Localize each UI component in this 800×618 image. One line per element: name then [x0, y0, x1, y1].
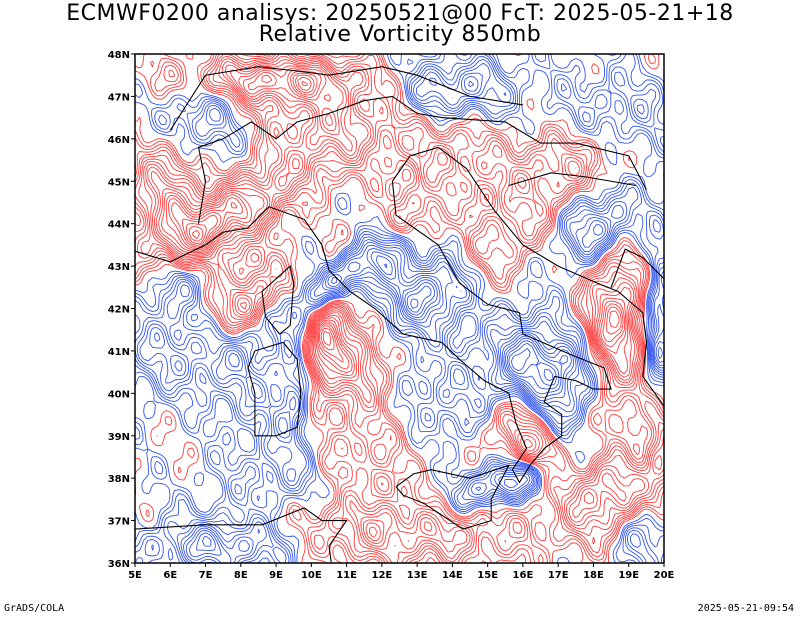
coastline-segment	[395, 464, 510, 530]
lat-tick-label: 43N	[108, 262, 130, 273]
lat-tick-label: 38N	[108, 474, 130, 485]
coastline-segment	[197, 95, 442, 224]
positive-vorticity-contour	[135, 54, 664, 563]
positive-vorticity-contour	[135, 54, 664, 563]
lon-tick-label: 20E	[654, 570, 675, 581]
positive-vorticity-contour	[143, 55, 664, 553]
negative-vorticity-contour	[154, 75, 664, 563]
lat-tick-label: 47N	[108, 92, 130, 103]
negative-vorticity-contour	[135, 54, 664, 563]
coastline-segment	[261, 265, 295, 335]
coastline-segment	[135, 507, 348, 563]
lat-tick-label: 46N	[108, 135, 130, 146]
lon-tick-label: 9E	[269, 570, 283, 581]
lon-tick-label: 7E	[199, 570, 213, 581]
vorticity-contour-field	[135, 54, 664, 563]
positive-vorticity-contour	[165, 70, 624, 370]
lon-tick-label: 10E	[301, 570, 322, 581]
positive-vorticity-contour	[135, 54, 664, 563]
negative-vorticity-contour	[135, 56, 664, 563]
positive-vorticity-contour	[135, 54, 664, 563]
negative-vorticity-contour	[188, 80, 664, 558]
lon-tick-label: 8E	[234, 570, 248, 581]
coastline-segment	[441, 117, 647, 190]
render-timestamp: 2025-05-21-09:54	[697, 603, 794, 614]
lat-tick-label: 45N	[108, 177, 130, 188]
lon-tick-label: 13E	[407, 570, 428, 581]
map-title-line1: ECMWF0200 analisys: 20250521@00 FcT: 202…	[66, 1, 734, 26]
positive-vorticity-contour	[185, 80, 308, 245]
lat-tick-label: 41N	[108, 347, 130, 358]
coastline-segment	[247, 341, 302, 437]
positive-vorticity-contour	[188, 226, 204, 242]
lon-tick-label: 12E	[371, 570, 392, 581]
lat-tick-label: 44N	[108, 220, 130, 231]
positive-vorticity-contour	[160, 69, 626, 374]
positive-vorticity-contour	[191, 229, 200, 240]
lat-tick-label: 37N	[108, 517, 130, 528]
negative-vorticity-contour	[196, 251, 663, 552]
lon-tick-label: 5E	[128, 570, 142, 581]
latitude-axis: 36N 37N 38N 39N 40N 41N 42N 43N 44N 45N 46N 47N 48N	[108, 50, 135, 570]
positive-vorticity-contour	[145, 58, 663, 547]
coastline-segment	[135, 231, 224, 263]
grads-credit: GrADS/COLA	[4, 603, 65, 614]
lat-tick-label: 39N	[108, 432, 130, 443]
negative-vorticity-contour	[136, 58, 664, 563]
lat-tick-label: 42N	[108, 305, 130, 316]
positive-vorticity-contour	[135, 54, 664, 563]
positive-vorticity-contour	[168, 72, 622, 363]
positive-vorticity-contour	[170, 74, 620, 351]
lat-tick-label: 40N	[108, 389, 130, 400]
negative-vorticity-contour	[135, 54, 664, 563]
coastline-segment	[223, 146, 612, 484]
negative-vorticity-contour	[149, 72, 664, 563]
lon-tick-label: 15E	[477, 570, 498, 581]
lon-tick-label: 11E	[336, 570, 357, 581]
negative-vorticity-contour	[384, 263, 560, 390]
coastline-segment	[610, 248, 664, 288]
coastline-segment	[169, 66, 523, 131]
positive-vorticity-contour	[138, 54, 664, 563]
lon-tick-label: 19E	[618, 570, 639, 581]
lon-tick-label: 6E	[163, 570, 177, 581]
lat-tick-label: 48N	[108, 50, 130, 61]
lon-tick-label: 14E	[442, 570, 463, 581]
lon-tick-label: 18E	[583, 570, 604, 581]
lon-tick-label: 17E	[548, 570, 569, 581]
lon-tick-label: 16E	[513, 570, 534, 581]
coastline-segment	[508, 172, 636, 187]
lat-tick-label: 36N	[108, 559, 130, 570]
negative-vorticity-contour	[510, 347, 554, 382]
longitude-axis: 5E 6E 7E 8E 9E 10E 11E 12E 13E 14E 15E 16E 17E 18E 19E…	[128, 563, 675, 581]
coastline-segment	[437, 146, 664, 407]
map-title-line2: Relative Vorticity 850mb	[258, 22, 542, 47]
positive-vorticity-contour	[135, 54, 664, 563]
negative-vorticity-contour	[410, 298, 557, 386]
negative-vorticity-contour	[201, 255, 568, 547]
positive-vorticity-contour	[150, 64, 632, 542]
coastline-outline	[135, 66, 664, 563]
negative-vorticity-contour	[135, 54, 664, 563]
